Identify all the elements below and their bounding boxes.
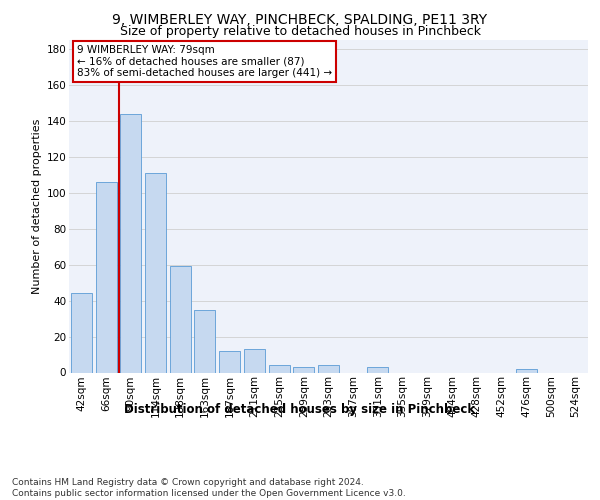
Bar	[367, 367, 388, 372]
Bar	[293, 367, 314, 372]
Bar	[145, 173, 166, 372]
Bar	[95, 182, 116, 372]
Text: Size of property relative to detached houses in Pinchbeck: Size of property relative to detached ho…	[119, 25, 481, 38]
Bar	[244, 349, 265, 372]
Bar	[219, 351, 240, 372]
Bar	[120, 114, 141, 372]
Y-axis label: Number of detached properties: Number of detached properties	[32, 118, 43, 294]
Bar	[516, 369, 537, 372]
Bar	[318, 366, 339, 372]
Bar	[269, 366, 290, 372]
Text: Contains HM Land Registry data © Crown copyright and database right 2024.
Contai: Contains HM Land Registry data © Crown c…	[12, 478, 406, 498]
Bar	[194, 310, 215, 372]
Bar	[170, 266, 191, 372]
Text: 9 WIMBERLEY WAY: 79sqm
← 16% of detached houses are smaller (87)
83% of semi-det: 9 WIMBERLEY WAY: 79sqm ← 16% of detached…	[77, 45, 332, 78]
Bar	[71, 294, 92, 372]
Text: 9, WIMBERLEY WAY, PINCHBECK, SPALDING, PE11 3RY: 9, WIMBERLEY WAY, PINCHBECK, SPALDING, P…	[112, 12, 488, 26]
Text: Distribution of detached houses by size in Pinchbeck: Distribution of detached houses by size …	[124, 402, 476, 415]
